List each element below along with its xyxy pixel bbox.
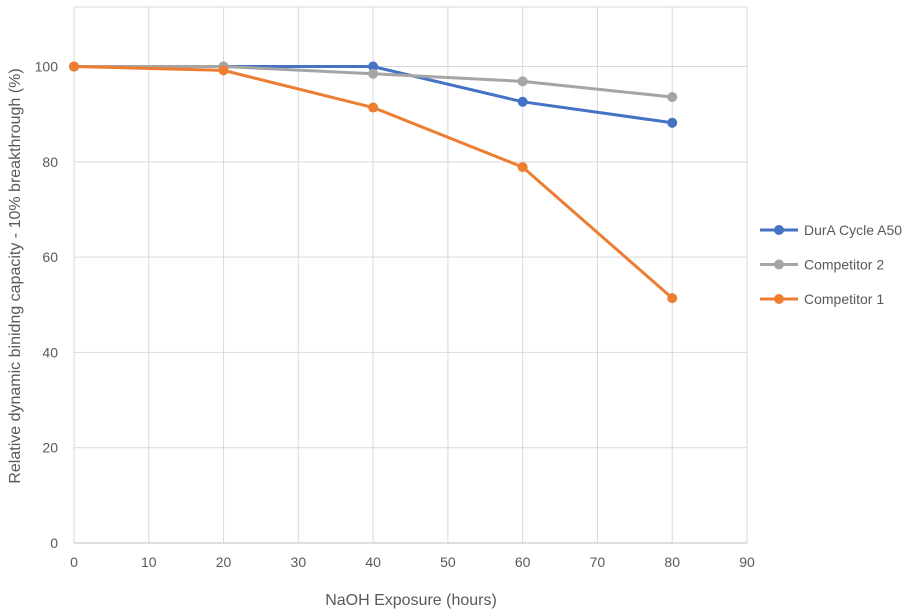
x-tick-label: 30: [291, 554, 307, 570]
data-point: [69, 61, 79, 72]
x-tick-label: 90: [739, 554, 755, 570]
y-tick-label: 40: [42, 344, 58, 360]
y-tick-label: 0: [50, 535, 58, 551]
data-point: [218, 65, 229, 76]
x-tick-label: 80: [664, 554, 680, 570]
data-point: [667, 92, 678, 103]
legend: DurA Cycle A50 Competitor 2 Competitor 1: [760, 222, 902, 307]
series-layer: [69, 61, 678, 304]
y-tick-label: 60: [42, 249, 58, 265]
x-tick-label: 10: [141, 554, 157, 570]
y-tick-label: 100: [35, 59, 59, 75]
data-point: [517, 96, 528, 107]
data-point: [517, 162, 528, 173]
x-tick-label: 50: [440, 554, 456, 570]
x-tick-label: 0: [70, 554, 78, 570]
x-tick-label: 20: [216, 554, 232, 570]
data-point: [368, 102, 379, 113]
y-tick-label: 20: [42, 440, 58, 456]
legend-label: Competitor 2: [804, 257, 884, 273]
x-tick-label: 70: [590, 554, 606, 570]
axes: 0 10 20 30 40 50 60 70 80 90 0 20 40 60 80 100: [35, 59, 755, 570]
legend-marker: [774, 259, 784, 270]
data-point: [368, 68, 379, 79]
y-axis-label: Relative dynamic binidng capacity - 10% …: [7, 68, 24, 483]
x-tick-label: 40: [365, 554, 381, 570]
data-point: [517, 76, 528, 87]
legend-label: DurA Cycle A50: [804, 222, 902, 238]
legend-label: Competitor 1: [804, 291, 884, 307]
y-tick-label: 80: [42, 154, 58, 170]
legend-marker: [774, 294, 784, 304]
data-point: [667, 117, 678, 128]
x-axis-label: NaOH Exposure (hours): [325, 592, 497, 609]
x-tick-label: 60: [515, 554, 531, 570]
data-point: [667, 293, 678, 304]
legend-marker: [774, 225, 784, 235]
data-point: [368, 61, 379, 72]
